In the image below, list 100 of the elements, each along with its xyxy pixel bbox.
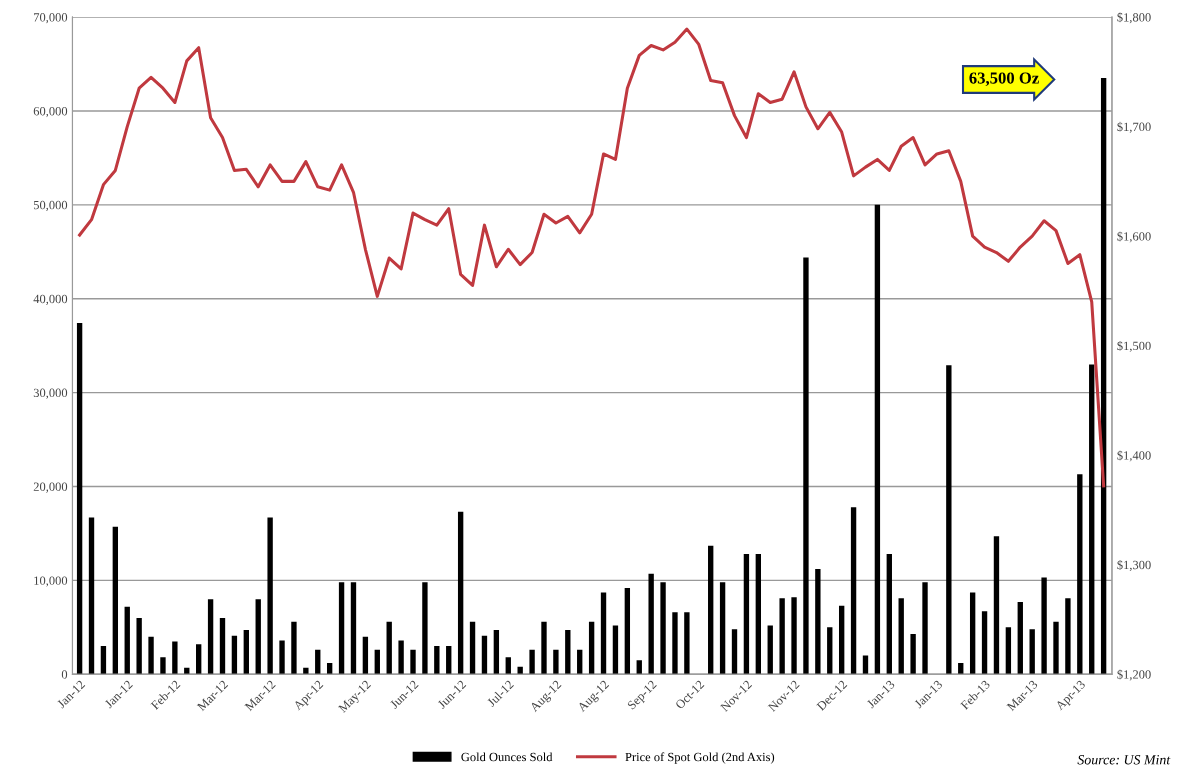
bar: [172, 641, 178, 675]
y-tick-label: 30,000: [33, 388, 68, 399]
y2-tick-label: $1,300: [1117, 560, 1151, 571]
bar: [815, 569, 821, 675]
bar: [731, 629, 738, 675]
bar: [160, 657, 166, 675]
bar: [136, 617, 142, 675]
bar: [315, 649, 321, 675]
bar: [672, 612, 678, 675]
bar: [600, 592, 607, 675]
bar: [1065, 598, 1071, 675]
bar: [1029, 629, 1035, 675]
bar: [1005, 627, 1012, 675]
bar: [529, 649, 535, 675]
bar: [660, 582, 666, 675]
bar: [767, 625, 773, 675]
bar: [719, 582, 726, 675]
bar: [541, 621, 547, 675]
bar: [553, 649, 559, 675]
y2-tick-label: $1,800: [1117, 12, 1151, 24]
legend-label: Gold Ounces Sold: [461, 752, 553, 762]
bar: [112, 526, 119, 675]
y-tick-label: 60,000: [33, 106, 68, 118]
source-note: Source: US Mint: [1077, 755, 1171, 765]
bar: [886, 554, 892, 675]
bar: [267, 517, 273, 675]
annotation: 63,500 Oz: [969, 72, 1039, 87]
legend-label: Price of Spot Gold (2nd Axis): [625, 752, 775, 764]
bar: [648, 573, 654, 675]
bar: [1077, 474, 1083, 675]
bar: [910, 633, 916, 675]
bar: [338, 582, 345, 675]
bar: [862, 655, 869, 675]
bar: [803, 257, 809, 675]
bar: [1041, 577, 1047, 675]
bar: [457, 511, 464, 675]
bar: [326, 662, 333, 675]
bar: [922, 582, 928, 675]
bar: [958, 662, 964, 675]
bar: [279, 640, 285, 675]
bar: [684, 612, 690, 675]
y-tick-label: 0: [61, 670, 68, 679]
bar: [874, 204, 881, 675]
bar: [505, 657, 511, 675]
bar: [231, 635, 238, 675]
bar: [76, 323, 83, 675]
bar: [946, 365, 952, 675]
bar: [291, 621, 297, 675]
bar: [243, 630, 249, 675]
bar: [207, 599, 214, 675]
bar: [219, 617, 226, 675]
y-tick-label: 20,000: [33, 482, 68, 493]
bar: [100, 646, 107, 675]
bar: [993, 536, 1000, 675]
bar: [1017, 601, 1023, 675]
bar: [469, 621, 476, 675]
bar: [755, 554, 761, 675]
bar: [303, 667, 309, 675]
bar: [124, 606, 130, 675]
bar: [565, 630, 571, 675]
bar: [612, 625, 619, 675]
bar: [493, 630, 500, 675]
y2-tick-label: $1,400: [1117, 450, 1151, 462]
y2-tick-label: $1,600: [1117, 231, 1151, 243]
bar: [624, 587, 631, 675]
y-tick-label: 10,000: [34, 576, 68, 587]
bar: [577, 649, 583, 675]
bar: [708, 545, 714, 675]
bar: [779, 598, 785, 675]
bar: [386, 621, 392, 675]
bar: [410, 649, 416, 675]
bar: [791, 597, 797, 675]
bar: [362, 636, 369, 675]
bar: [827, 627, 833, 675]
bar: [743, 554, 750, 675]
y-tick-label: 70,000: [34, 13, 68, 24]
bar: [636, 660, 642, 675]
bar: [446, 646, 452, 675]
bar: [588, 621, 595, 675]
bar: [981, 611, 988, 675]
bar: [1089, 364, 1095, 675]
bar: [850, 507, 857, 675]
y2-tick-label: $1,700: [1117, 121, 1151, 133]
bar: [481, 635, 488, 675]
bar: [839, 605, 845, 675]
bar: [398, 640, 404, 675]
y2-tick-label: $1,200: [1117, 669, 1151, 681]
bar: [898, 598, 904, 675]
bar: [422, 582, 428, 675]
bar: [374, 649, 380, 675]
bar: [148, 636, 154, 675]
y-tick-label: 50,000: [33, 200, 68, 212]
bar: [255, 599, 261, 675]
bar: [969, 592, 976, 675]
y2-tick-label: $1,500: [1117, 340, 1151, 352]
bar: [196, 644, 202, 675]
bar: [434, 646, 440, 675]
bar: [1053, 621, 1059, 675]
line-series: [78, 27, 1106, 488]
bar: [350, 582, 357, 675]
